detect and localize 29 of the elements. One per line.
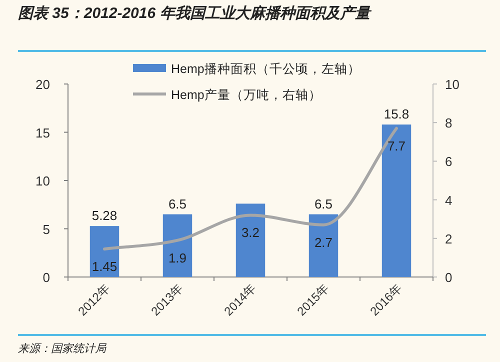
data-label: 5.28: [92, 208, 118, 224]
legend-label: Hemp播种面积（千公顷，左轴）: [171, 62, 360, 76]
source-note: 来源：国家统计局: [18, 342, 107, 355]
data-label: 1.45: [92, 259, 118, 274]
data-label: 2.7: [314, 234, 333, 250]
data-label: 15.8: [384, 106, 410, 122]
y2-tick-label: 8: [445, 116, 452, 131]
data-label: 3.2: [241, 225, 260, 240]
y2-tick-label: 2: [445, 231, 452, 246]
y2-tick-label: 6: [445, 154, 452, 170]
y2-tick-label: 10: [445, 77, 460, 92]
bar: [308, 214, 338, 277]
y-tick-label: 20: [36, 77, 50, 92]
y2-tick-label: 4: [445, 192, 452, 208]
data-label: 6.5: [314, 196, 333, 212]
data-label: 6.5: [168, 196, 187, 212]
bar: [236, 204, 266, 277]
y-tick-label: 5: [42, 222, 50, 237]
y-tick-label: 0: [42, 270, 50, 285]
y-tick-label: 15: [36, 125, 50, 140]
bar: [162, 214, 192, 277]
chart-title: 图表 35：2012-2016 年我国工业大麻播种面积及产量: [18, 4, 372, 22]
bar: [382, 124, 412, 277]
bar: [90, 226, 120, 277]
data-label: 1.9: [168, 250, 187, 266]
y2-tick-label: 0: [445, 270, 452, 285]
y-tick-label: 10: [36, 174, 50, 188]
data-label: 7.7: [387, 138, 406, 154]
legend-label: Hemp产量（万吨，右轴）: [171, 88, 322, 102]
